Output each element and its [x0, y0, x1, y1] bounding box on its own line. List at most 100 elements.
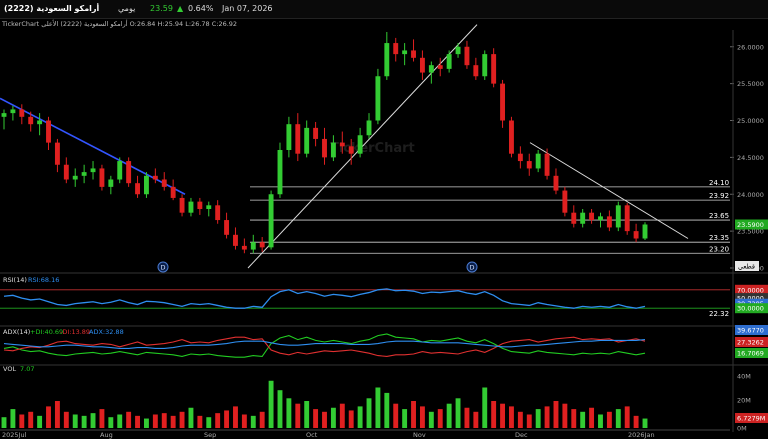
volume-bar — [526, 414, 532, 428]
symbol-name[interactable]: أرامكو السعودية (2222) — [4, 4, 100, 13]
price-axis-label: 25.5000 — [737, 80, 764, 88]
volume-bar — [571, 409, 577, 428]
x-axis-label: Aug — [100, 431, 113, 439]
candle — [10, 109, 16, 114]
volume-bar — [286, 398, 292, 428]
x-axis-label: Nov — [413, 431, 426, 439]
volume-bar — [135, 415, 140, 428]
volume-bar — [464, 407, 470, 428]
candle — [197, 201, 203, 209]
chart-subtitle: TickerChart أرامكو السعودية (2222) الأعل… — [2, 20, 128, 28]
candle — [161, 179, 167, 187]
candle — [224, 220, 230, 235]
candle — [233, 234, 238, 246]
volume-bar — [544, 406, 550, 428]
last-price: 23.59 — [150, 4, 173, 13]
vol-axis-label: 40M — [737, 373, 751, 381]
bottom-tag — [735, 261, 759, 271]
dividend-marker-label: D — [470, 264, 475, 272]
candle — [339, 142, 345, 147]
volume-bar — [437, 409, 443, 428]
candle — [295, 124, 301, 154]
candle — [72, 175, 78, 180]
volume-bar — [28, 411, 34, 428]
candle — [99, 168, 105, 187]
last-price-tag-text: 23.5900 — [737, 221, 764, 229]
level-label: 23.20 — [709, 245, 729, 253]
volume-bar — [509, 406, 514, 428]
x-axis-label: Dec — [515, 431, 528, 439]
candle — [170, 186, 176, 198]
rsi-tag — [735, 293, 768, 304]
volume-bar — [598, 414, 603, 428]
candle — [384, 43, 390, 77]
candle — [419, 57, 425, 73]
x-axis-label: 2026Jan — [628, 431, 655, 439]
volume-bar — [152, 414, 158, 428]
volume-bar — [54, 401, 60, 428]
volume-bar — [46, 406, 51, 428]
price-axis-label: 26.0000 — [737, 43, 764, 51]
candle — [437, 65, 443, 69]
dividend-marker — [466, 261, 478, 273]
candle — [366, 120, 372, 136]
volume-bar — [250, 415, 256, 428]
price-axis-label: 24.5000 — [737, 154, 764, 162]
candle — [286, 124, 292, 150]
volume-bar — [411, 401, 416, 428]
candle — [1, 113, 7, 117]
adx-tag-text: 39.6770 — [737, 327, 764, 335]
volume-bar — [491, 401, 497, 428]
rsi-label: RSI(14) — [3, 276, 27, 284]
candle — [455, 46, 461, 55]
x-axis-label: 2025Jul — [2, 431, 27, 439]
candle — [428, 65, 434, 73]
volume-bar — [455, 398, 461, 428]
volume-bar — [357, 406, 363, 428]
candle — [375, 76, 381, 121]
volume-bar — [473, 411, 479, 428]
volume-bar — [295, 403, 301, 428]
candle — [241, 245, 247, 250]
candle — [348, 146, 354, 154]
volume-bar — [19, 414, 25, 428]
candle — [206, 205, 212, 209]
candle — [19, 109, 25, 117]
adx-value: ADX:32.88 — [89, 328, 124, 336]
header-bar: أرامكو السعودية (2222) يومي 23.59 ▲ 0.64… — [0, 0, 768, 19]
candle — [37, 120, 43, 125]
volume-bar — [63, 411, 69, 428]
candle — [126, 161, 132, 184]
rsi-line — [3, 288, 646, 309]
candle — [393, 43, 399, 55]
candle — [642, 224, 648, 239]
candle — [615, 205, 621, 228]
volume-bar — [233, 406, 238, 428]
volume-bar — [161, 413, 167, 428]
trend-line-down — [529, 142, 689, 239]
candle — [259, 242, 265, 248]
vol-tag-text: 6.7279M — [737, 415, 765, 423]
candle — [117, 161, 123, 180]
volume-bar — [37, 415, 43, 428]
volume-bar — [1, 417, 7, 428]
candle — [81, 172, 87, 176]
candle — [526, 161, 532, 169]
price-panel — [0, 30, 768, 272]
vol-label: VOL — [3, 365, 16, 373]
volume-bar — [589, 407, 595, 428]
volume-bar — [126, 411, 132, 428]
volume-bar — [624, 406, 630, 428]
candle — [143, 175, 149, 195]
volume-bar — [375, 387, 381, 428]
volume-bar — [615, 409, 621, 428]
volume-bar — [313, 409, 319, 428]
x-axis-label: Sep — [204, 431, 216, 439]
candle — [606, 216, 612, 228]
vol-axis-label: 0M — [737, 425, 747, 433]
period-label[interactable]: يومي — [118, 4, 136, 13]
pdi-line — [3, 333, 646, 358]
volume-bar — [117, 414, 123, 428]
candle — [411, 50, 416, 58]
